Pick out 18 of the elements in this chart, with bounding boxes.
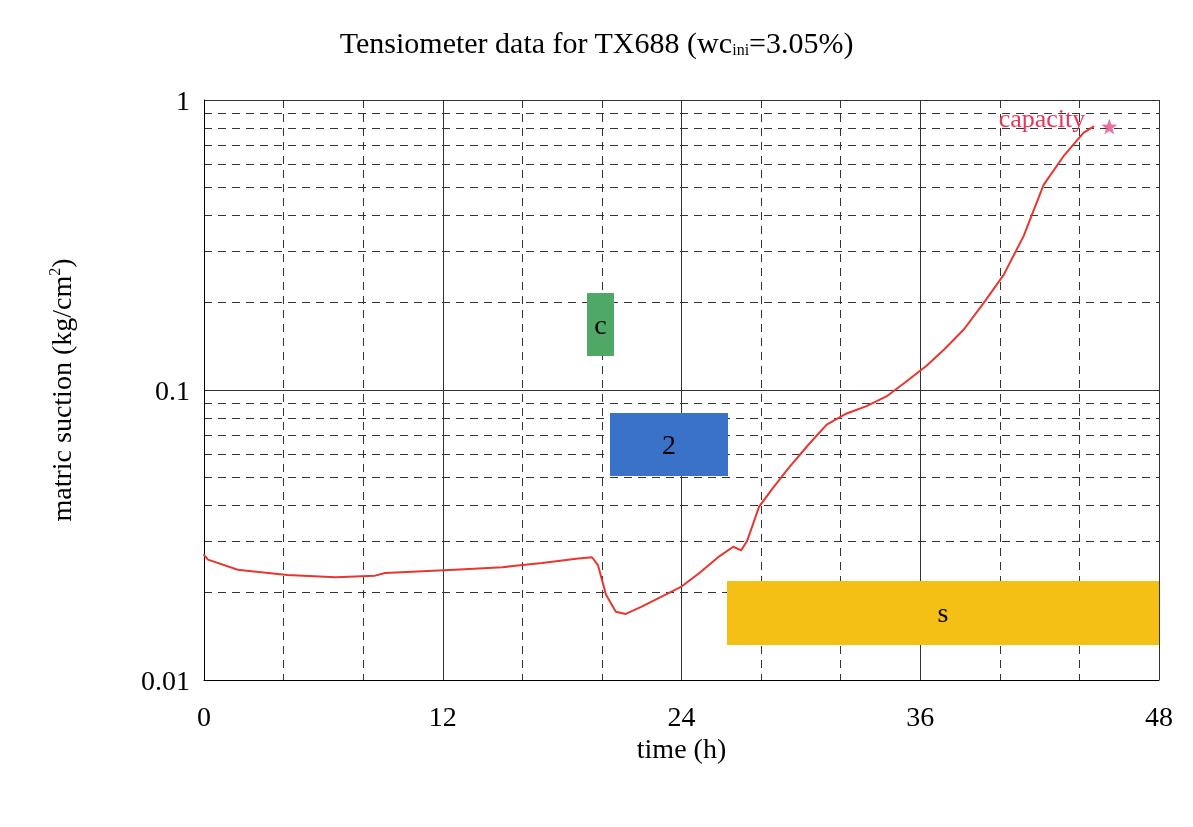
x-tick-label: 0	[197, 700, 211, 732]
chart-title: Tensiometer data for TX688 (wcini=3.05%)	[339, 25, 854, 60]
label-box: s	[727, 581, 1159, 645]
annotation: 2	[662, 428, 676, 461]
x-tick-label: 48	[1145, 700, 1173, 732]
x-tick-label: 24	[667, 700, 696, 732]
label-box: 2	[610, 413, 728, 476]
y-tick-label: 0.01	[141, 664, 190, 696]
annotation: capacity	[998, 104, 1086, 134]
x-axis-title: time (h)	[636, 733, 727, 765]
x-tick-label: 36	[906, 700, 935, 732]
annotation: c	[594, 308, 607, 341]
annotation: s	[937, 597, 949, 629]
y-axis-title: matric suction (kg/cm2)	[45, 258, 77, 522]
x-tick-label: 12	[428, 700, 457, 732]
y-tick-label: 1	[176, 84, 190, 116]
y-tick-label: 0.1	[155, 374, 190, 406]
label-box: c	[587, 293, 614, 356]
